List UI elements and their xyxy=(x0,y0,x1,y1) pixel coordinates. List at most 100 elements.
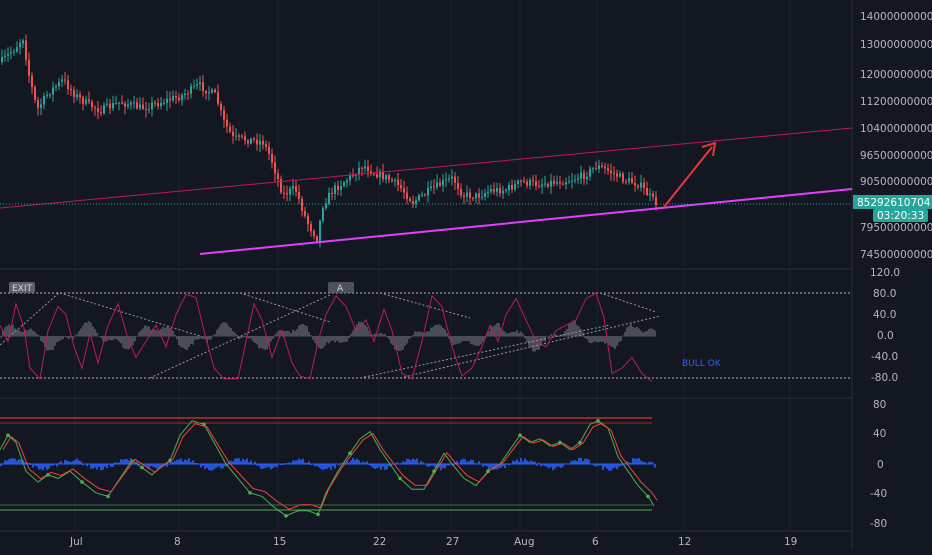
stoch-cross-dot xyxy=(316,512,320,517)
exit-signal-badge xyxy=(9,282,35,293)
candle-body xyxy=(553,180,555,184)
candle-body xyxy=(550,180,552,187)
stoch-cross-dots xyxy=(6,419,650,518)
candle-body xyxy=(523,181,525,183)
osc2-hist-bar xyxy=(156,464,158,469)
candle-body xyxy=(157,102,159,106)
stoch-cross-dot xyxy=(140,465,144,470)
osc1-hist-bar xyxy=(296,329,298,337)
osc1-hist-bar xyxy=(344,336,346,343)
osc1-hist-bar xyxy=(532,336,534,352)
osc1-hist-bar xyxy=(348,336,350,339)
candle-body xyxy=(19,43,21,48)
current-price-badge xyxy=(853,195,932,209)
osc2-hist-bar xyxy=(564,463,566,465)
osc1-hist-bar xyxy=(374,333,376,337)
candle-body xyxy=(241,135,243,137)
osc2-hist-bar xyxy=(172,461,174,465)
candle-body xyxy=(265,144,267,147)
osc1-hist-bar xyxy=(80,328,82,337)
candle-body xyxy=(13,51,15,53)
osc2-hist-bar xyxy=(386,464,388,470)
osc2-hist-bar xyxy=(422,462,424,465)
osc1-hist-bar xyxy=(472,336,474,345)
candle-body xyxy=(454,176,456,183)
osc1-hist-bar xyxy=(548,336,550,337)
candle-body xyxy=(10,52,12,54)
osc2-hist-bar xyxy=(608,464,610,471)
channel-upper-line[interactable] xyxy=(0,127,853,209)
osc1-hist-bar xyxy=(76,334,78,337)
osc1-hist-bar xyxy=(32,330,34,337)
osc2-hist-bar xyxy=(176,459,178,465)
osc1-hist-bar xyxy=(630,323,632,337)
candle-body xyxy=(328,192,330,205)
osc1-hist-bar xyxy=(572,320,574,337)
osc2-hist-bar xyxy=(580,457,582,465)
stoch-cross-dot xyxy=(578,440,582,445)
candle-body xyxy=(481,196,483,198)
osc1-hist-bar xyxy=(466,336,468,342)
date-tick-label: 19 xyxy=(784,536,797,548)
osc2-hist-bar xyxy=(380,464,382,470)
support-trendline[interactable] xyxy=(199,188,853,255)
osc1-hist-bar xyxy=(448,336,450,339)
projection-arrow[interactable] xyxy=(663,146,713,208)
osc2-hist-bar xyxy=(86,464,88,467)
osc1-hist-bar xyxy=(498,323,500,337)
candle-body xyxy=(184,93,186,95)
stoch-cross-dot xyxy=(202,422,206,427)
candle-body xyxy=(337,185,339,190)
candle-body xyxy=(295,185,297,192)
osc1-hist-bar xyxy=(166,326,168,337)
osc1-hist-bar xyxy=(4,327,6,337)
candle-body xyxy=(208,92,210,94)
osc2-hist-bar xyxy=(58,462,60,465)
osc2-hist-bar xyxy=(606,464,608,469)
osc1-hist-bar xyxy=(266,336,268,350)
osc1-hist-bar xyxy=(292,329,294,337)
osc1-hist-bar xyxy=(486,333,488,337)
osc1-hist-bar xyxy=(56,336,58,343)
candle-body xyxy=(301,198,303,211)
osc1-hist-bar xyxy=(196,336,198,340)
osc2-hist-bar xyxy=(572,460,574,465)
osc2-hist-bar xyxy=(0,464,2,467)
candle-body xyxy=(37,99,39,108)
osc2-hist-bar xyxy=(30,464,32,465)
osc1-hist-bar xyxy=(200,336,202,339)
osc2-hist-bar xyxy=(254,461,256,465)
candle-body xyxy=(625,181,627,183)
osc1-hist-bar xyxy=(456,336,458,344)
osc2-hist-bar xyxy=(110,464,112,467)
osc2-hist-bar xyxy=(16,460,18,465)
candle-body xyxy=(619,173,621,177)
osc2-hist-bar xyxy=(238,458,240,465)
osc2-hist-bar xyxy=(396,462,398,465)
stoch-cross-dot xyxy=(248,491,252,495)
osc1-hist-bar xyxy=(644,331,646,337)
osc2-axis: 80 40 0 -40 -80 xyxy=(870,399,887,530)
candle-body xyxy=(217,92,219,104)
osc2-hist-bar xyxy=(280,464,282,466)
osc2-hist-bar xyxy=(174,460,176,465)
osc2-hist-bar xyxy=(516,459,518,465)
price-tick-label: 90500000000 xyxy=(860,176,932,188)
osc1-hist-bar xyxy=(30,328,32,337)
osc2-hist-bar xyxy=(420,460,422,465)
osc2-hist-bar xyxy=(312,464,314,465)
osc1-hist-bar xyxy=(136,335,138,337)
osc1-hist-bar xyxy=(160,328,162,337)
osc1-hist-bar xyxy=(74,335,76,337)
osc1-hist-bar xyxy=(338,336,340,343)
osc1-hist-bar xyxy=(210,336,212,340)
osc2-hist-bar xyxy=(586,458,588,465)
candle-body xyxy=(457,182,459,190)
osc1-hist-bar xyxy=(66,336,68,338)
osc2-hist-bar xyxy=(28,462,30,465)
osc2-histogram xyxy=(0,457,656,471)
osc2-hist-bar xyxy=(486,464,488,467)
candle-body xyxy=(16,47,18,52)
osc2-hist-bar xyxy=(316,464,318,467)
